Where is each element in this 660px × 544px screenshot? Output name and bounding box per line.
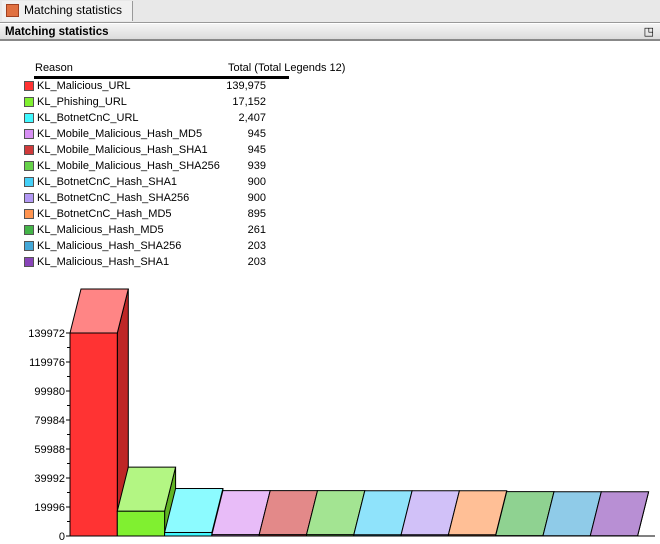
bar-top	[163, 488, 224, 534]
tab-label: Matching statistics	[24, 3, 123, 17]
legend-label: KL_Malicious_Hash_SHA256	[37, 240, 182, 252]
legend-swatch	[24, 193, 34, 203]
legend-label: KL_Mobile_Malicious_Hash_MD5	[37, 128, 203, 140]
legend-value: 945	[247, 128, 266, 140]
y-tick-label: 139972	[28, 328, 65, 340]
legend-value: 900	[247, 192, 266, 204]
legend-row: KL_Mobile_Malicious_Hash_SHA1 945	[22, 142, 272, 158]
restore-window-icon[interactable]: ◳	[643, 26, 654, 38]
bar-top	[116, 466, 177, 512]
legend-swatch	[24, 129, 34, 139]
legend-swatch	[24, 225, 34, 235]
legend-value: 261	[247, 224, 266, 236]
legend-swatch	[24, 97, 34, 107]
legend-label: KL_Mobile_Malicious_Hash_SHA1	[37, 144, 208, 156]
tab-bar: Matching statistics	[0, 0, 660, 23]
legend-swatch	[24, 161, 34, 171]
legend-row: KL_Phishing_URL 17,152	[22, 94, 272, 110]
legend-row: KL_Mobile_Malicious_Hash_SHA256 939	[22, 158, 272, 174]
legend-value: 203	[247, 240, 266, 252]
legend-label: KL_BotnetCnC_URL	[37, 112, 139, 124]
column-header-reason: Reason	[35, 62, 73, 74]
legend-label: KL_BotnetCnC_Hash_SHA1	[37, 176, 178, 188]
tab-matching-statistics[interactable]: Matching statistics	[2, 1, 134, 21]
legend-row: KL_BotnetCnC_Hash_SHA1 900	[22, 174, 272, 190]
panel-header: Matching statistics ◳	[0, 24, 660, 41]
chart-icon	[6, 4, 19, 17]
legend-swatch	[24, 145, 34, 155]
column-header-total: Total (Total Legends 12)	[228, 62, 346, 74]
legend-label: KL_BotnetCnC_Hash_SHA256	[37, 192, 190, 204]
y-tick-label: 119976	[29, 357, 65, 369]
legend-label: KL_Malicious_Hash_MD5	[37, 224, 164, 236]
legend-row: KL_Malicious_Hash_SHA1 203	[22, 254, 272, 270]
y-tick-label: 99980	[34, 386, 65, 398]
legend-swatch	[24, 209, 34, 219]
legend-value: 945	[247, 144, 266, 156]
legend-row: KL_BotnetCnC_URL 2,407	[22, 110, 272, 126]
header-rule	[34, 76, 289, 79]
y-tick-label: 59988	[34, 444, 65, 456]
y-tick-label: 19996	[34, 502, 65, 514]
y-tick-label: 79984	[34, 415, 65, 427]
legend-value: 900	[247, 176, 266, 188]
legend-row: KL_Malicious_Hash_SHA256 203	[22, 238, 272, 254]
bar-front	[164, 532, 213, 537]
legend-value: 139,975	[226, 80, 266, 92]
legend-swatch	[24, 177, 34, 187]
bar-front	[69, 332, 118, 537]
bar-front	[116, 510, 166, 537]
legend-table: Reason Total (Total Legends 12) KL_Malic…	[22, 62, 362, 270]
legend-row: KL_BotnetCnC_Hash_SHA256 900	[22, 190, 272, 206]
legend-value: 939	[247, 160, 266, 172]
bar-top	[447, 490, 508, 536]
legend-row: KL_Malicious_URL 139,975	[22, 78, 272, 94]
y-tick-label: 39992	[34, 473, 65, 485]
bar-top	[69, 288, 129, 334]
legend-swatch	[24, 241, 34, 251]
legend-row: KL_BotnetCnC_Hash_MD5 895	[22, 206, 272, 222]
legend-label: KL_Phishing_URL	[37, 96, 127, 108]
legend-label: KL_Mobile_Malicious_Hash_SHA256	[37, 160, 220, 172]
legend-row: KL_Malicious_Hash_MD5 261	[22, 222, 272, 238]
bar-top	[589, 491, 650, 537]
legend-value: 203	[247, 256, 266, 268]
legend-label: KL_BotnetCnC_Hash_MD5	[37, 208, 172, 220]
panel-title: Matching statistics	[5, 26, 109, 38]
legend-swatch	[24, 81, 34, 91]
legend-value: 17,152	[232, 96, 266, 108]
legend-value: 2,407	[238, 112, 266, 124]
legend-label: KL_Malicious_Hash_SHA1	[37, 256, 170, 268]
legend-swatch	[24, 113, 34, 123]
legend-row: KL_Mobile_Malicious_Hash_MD5 945	[22, 126, 272, 142]
legend-label: KL_Malicious_URL	[37, 80, 131, 92]
legend-value: 895	[247, 208, 266, 220]
legend-swatch	[24, 257, 34, 267]
y-tick-label: 0	[59, 531, 65, 543]
